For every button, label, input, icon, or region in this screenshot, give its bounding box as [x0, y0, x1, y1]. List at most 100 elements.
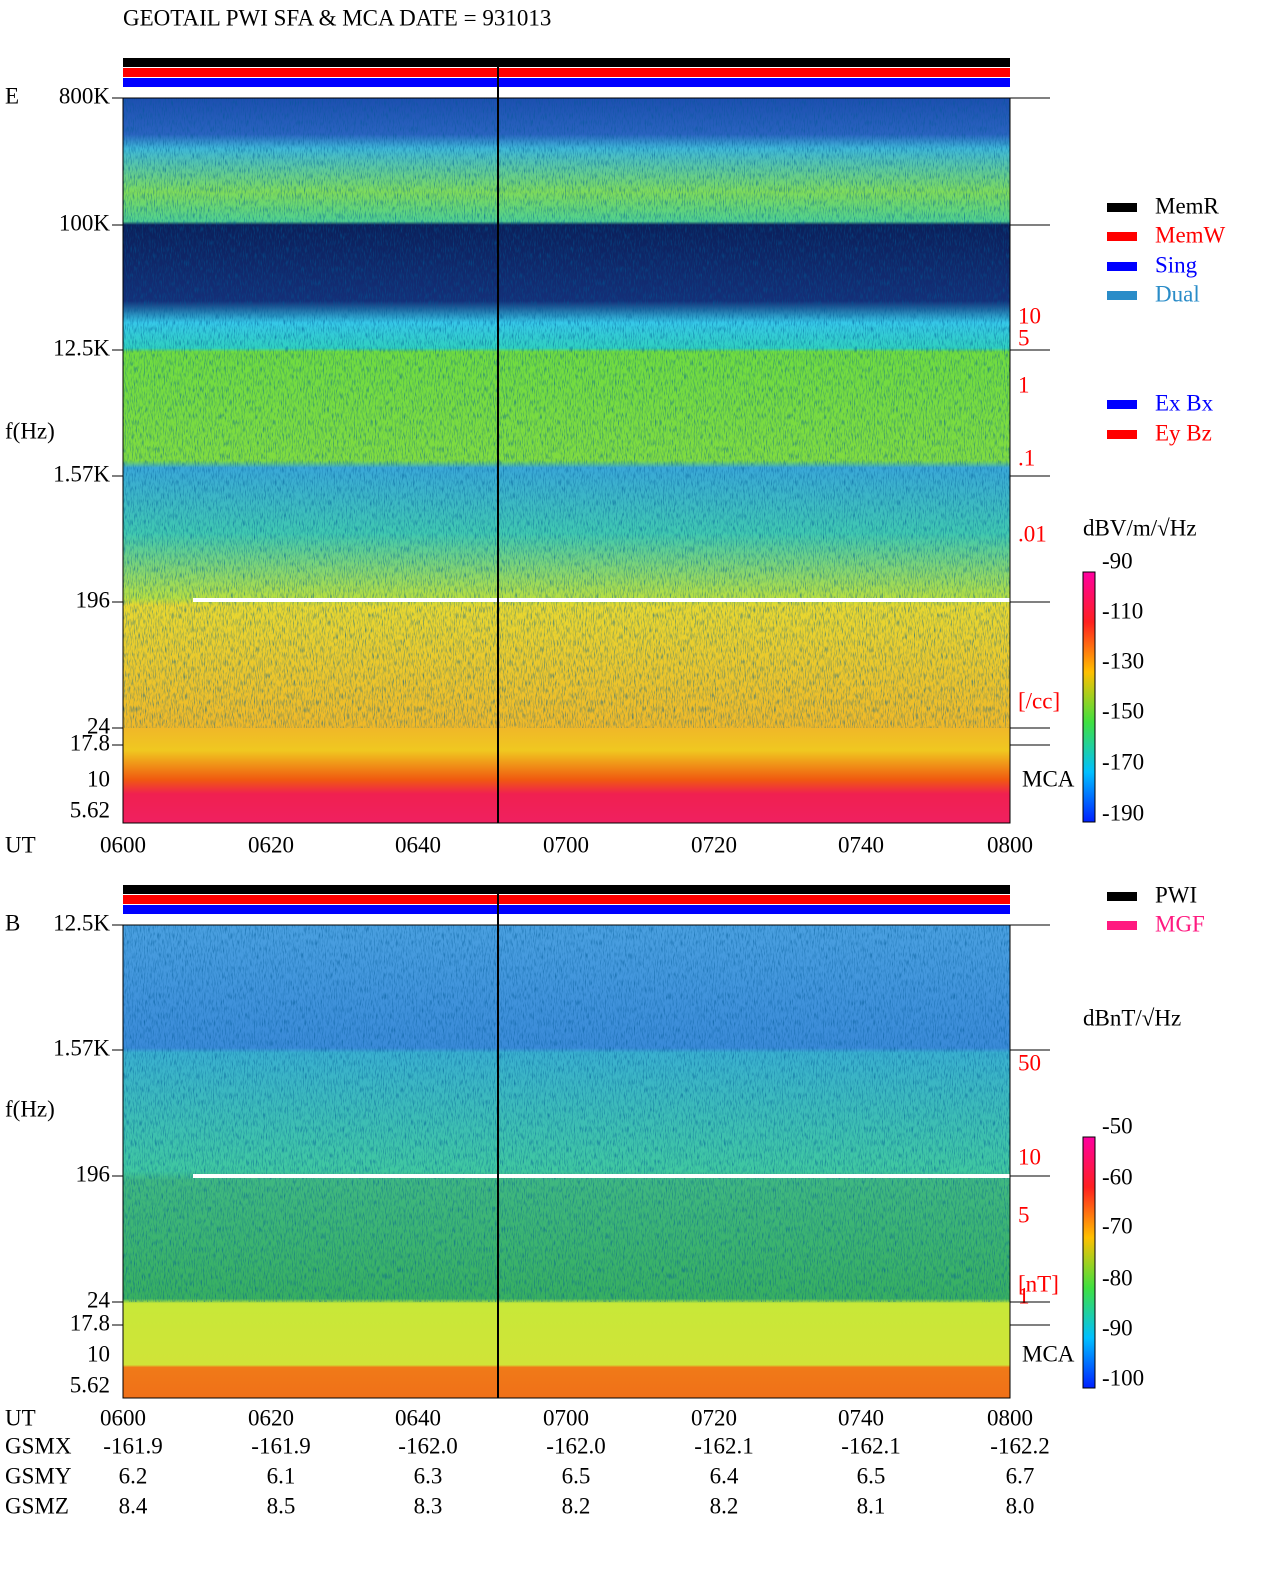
legend-label: Sing	[1155, 252, 1198, 277]
x-tick-label: 0720	[691, 832, 737, 857]
x-tick-label: 0700	[543, 1405, 589, 1430]
status-bar	[123, 68, 1010, 77]
legend-label: MemW	[1155, 222, 1226, 247]
y-tick-label: 10	[87, 1341, 110, 1366]
status-bar	[123, 905, 1010, 914]
orbit-value: -162.0	[398, 1433, 457, 1458]
panel-label: E	[5, 83, 19, 108]
right-tick-label: 5	[1018, 325, 1030, 350]
legend-label: PWI	[1155, 882, 1197, 907]
colorbar-tick-label: -170	[1102, 749, 1144, 774]
y-tick-label: 5.62	[70, 1372, 110, 1397]
colorbar-tick-label: -50	[1102, 1113, 1133, 1138]
colorbar-tick-label: -90	[1102, 1315, 1133, 1340]
colorbar-label: dBnT/√Hz	[1083, 1005, 1181, 1030]
status-bar	[123, 895, 1010, 904]
y-tick-label: 12.5K	[53, 335, 110, 360]
colorbar-tick-label: -80	[1102, 1265, 1133, 1290]
orbit-value: -161.9	[103, 1433, 162, 1458]
status-bar	[123, 78, 1010, 87]
y-tick-label: 100K	[59, 210, 111, 235]
y-tick-label: 17.8	[70, 1310, 110, 1335]
orbit-value: 8.2	[710, 1493, 739, 1518]
x-tick-label: 0600	[100, 1405, 146, 1430]
legend-swatch	[1107, 232, 1137, 241]
orbit-value: -161.9	[251, 1433, 310, 1458]
legend-label: Ex Bx	[1155, 390, 1214, 415]
orbit-value: -162.1	[694, 1433, 753, 1458]
orbit-value: 6.5	[562, 1463, 591, 1488]
x-tick-label: 0800	[987, 1405, 1033, 1430]
spectrogram-texture	[123, 98, 1010, 728]
panel-label: B	[5, 910, 20, 935]
status-bar	[123, 58, 1010, 67]
x-tick-label: 0600	[100, 832, 146, 857]
legend-swatch	[1107, 203, 1137, 212]
colorbar	[1082, 1136, 1096, 1389]
y-tick-label: 800K	[59, 83, 111, 108]
legend-swatch	[1107, 921, 1137, 930]
right-tick-label: [nT]	[1018, 1271, 1059, 1296]
y-tick-label: 1.57K	[53, 461, 110, 486]
right-tick-label: [/cc]	[1018, 688, 1060, 713]
orbit-value: 8.4	[119, 1493, 148, 1518]
legend-label: MemR	[1155, 193, 1220, 218]
right-tick-label: 10	[1018, 1144, 1041, 1169]
y-axis-label: f(Hz)	[5, 418, 55, 443]
orbit-label: GSMX	[5, 1433, 72, 1458]
orbit-value: 6.2	[119, 1463, 148, 1488]
colorbar-tick-label: -100	[1102, 1365, 1144, 1390]
x-tick-label: 0800	[987, 832, 1033, 857]
right-tick-label: 1	[1018, 372, 1030, 397]
x-tick-label: 0640	[395, 1405, 441, 1430]
colorbar-tick-label: -130	[1102, 648, 1144, 673]
orbit-value: 8.2	[562, 1493, 591, 1518]
orbit-value: 8.0	[1006, 1493, 1035, 1518]
orbit-value: 6.1	[267, 1463, 296, 1488]
legend-label: MGF	[1155, 911, 1205, 936]
orbit-value: 8.5	[267, 1493, 296, 1518]
right-tick-label: 10	[1018, 303, 1041, 328]
legend-swatch	[1107, 400, 1137, 409]
right-tick-label: .01	[1018, 521, 1047, 546]
legend-label: Dual	[1155, 281, 1200, 306]
y-tick-label: 1.57K	[53, 1035, 110, 1060]
right-tick-label: 1	[1018, 1283, 1030, 1308]
plot-frame	[122, 924, 1011, 1399]
y-tick-label: 24	[87, 1287, 111, 1312]
x-tick-label: 0720	[691, 1405, 737, 1430]
orbit-value: 8.3	[414, 1493, 443, 1518]
x-tick-label: 0700	[543, 832, 589, 857]
x-tick-label: 0740	[838, 832, 884, 857]
x-axis-label: UT	[5, 832, 36, 857]
legend-swatch	[1107, 262, 1137, 271]
y-tick-label: 10	[87, 766, 110, 791]
orbit-value: -162.1	[841, 1433, 900, 1458]
orbit-value: 6.4	[710, 1463, 739, 1488]
orbit-value: 6.7	[1006, 1463, 1035, 1488]
x-tick-label: 0620	[248, 832, 294, 857]
y-tick-label: 5.62	[70, 797, 110, 822]
colorbar-tick-label: -190	[1102, 800, 1144, 825]
right-tick-label: 50	[1018, 1050, 1041, 1075]
orbit-value: 8.1	[857, 1493, 886, 1518]
orbit-value: 6.3	[414, 1463, 443, 1488]
x-axis-label: UT	[5, 1405, 36, 1430]
plot-frame	[122, 97, 1011, 824]
y-tick-label: 196	[76, 587, 111, 612]
y-tick-label: 24	[87, 713, 111, 738]
x-tick-label: 0740	[838, 1405, 884, 1430]
y-tick-label: 196	[76, 1161, 111, 1186]
layers: Ef(Hz)800K100K12.5K1.57K1962417.8105.62U…	[5, 58, 1226, 1518]
legend-label: Ey Bz	[1155, 420, 1212, 445]
status-bar	[123, 885, 1010, 894]
colorbar-tick-label: -110	[1102, 598, 1143, 623]
legend-swatch	[1107, 892, 1137, 901]
colorbar-tick-label: -150	[1102, 698, 1144, 723]
right-tick-label: .1	[1018, 445, 1035, 470]
mca-label: MCA	[1022, 766, 1075, 791]
orbit-label: GSMY	[5, 1463, 72, 1488]
colorbar-tick-label: -70	[1102, 1213, 1133, 1238]
colorbar-tick-label: -90	[1102, 548, 1133, 573]
